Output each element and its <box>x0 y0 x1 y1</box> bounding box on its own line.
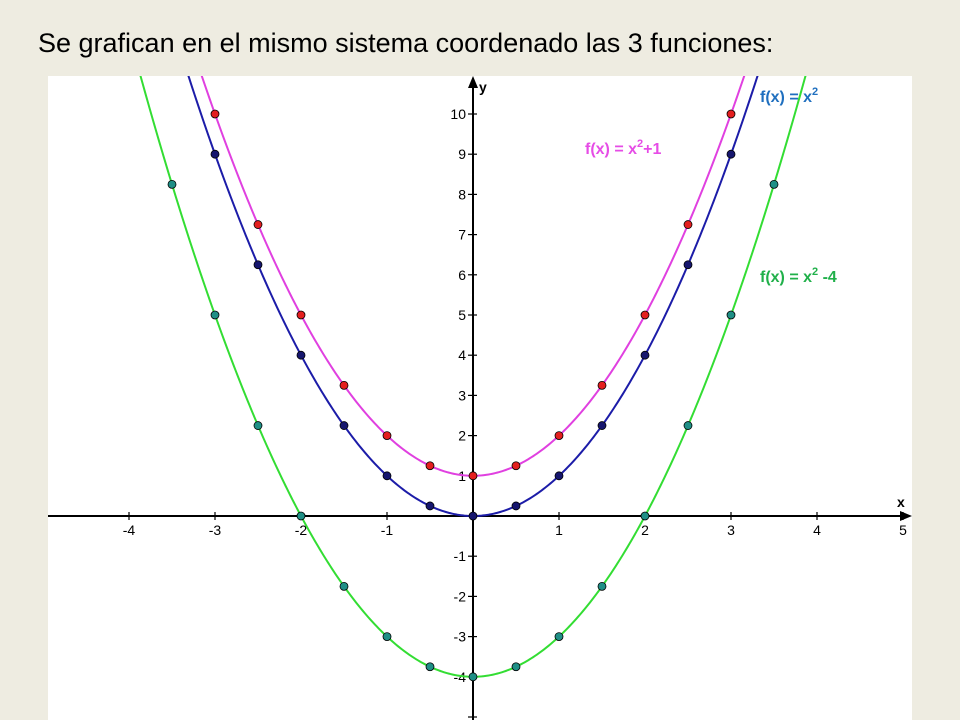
y-tick-label: 8 <box>458 186 466 202</box>
data-point <box>339 581 349 591</box>
data-point <box>468 471 478 481</box>
x-tick-label: 2 <box>641 522 649 538</box>
data-point <box>382 471 392 481</box>
data-point <box>726 310 736 320</box>
y-tick-label: 2 <box>458 428 466 444</box>
y-tick-label: 7 <box>458 227 466 243</box>
x-axis-arrow <box>900 511 912 521</box>
data-point <box>339 421 349 430</box>
data-point <box>554 471 564 481</box>
data-point <box>425 461 435 471</box>
y-tick-label: -3 <box>454 629 467 645</box>
series-line <box>139 76 807 678</box>
data-point <box>511 501 521 511</box>
y-axis-label: y <box>479 79 487 95</box>
data-point <box>683 220 693 229</box>
data-point <box>640 310 650 320</box>
y-tick-label: -1 <box>454 548 467 564</box>
data-point <box>339 380 349 390</box>
data-point <box>253 421 263 430</box>
data-point <box>769 179 779 189</box>
data-point <box>554 431 564 441</box>
data-point <box>296 511 306 521</box>
data-point <box>683 421 693 430</box>
data-point <box>425 662 435 672</box>
data-point <box>597 581 607 591</box>
data-point <box>253 220 263 229</box>
x-tick-label: -4 <box>123 522 136 538</box>
data-point <box>468 672 478 682</box>
x-axis-label: x <box>897 494 905 510</box>
plot-area: x y -4 -3 -2 -1 1 2 3 4 5 -4 -3 -2 -1 1 2 3 4 5 6 7 8 9 10 f(x) =… <box>48 76 912 720</box>
data-point <box>296 350 306 360</box>
x-tick-label: 5 <box>899 522 907 538</box>
data-point <box>210 149 220 159</box>
data-point <box>210 109 220 119</box>
data-point <box>382 632 392 641</box>
data-point <box>253 260 263 270</box>
y-tick-label: 9 <box>458 146 466 162</box>
data-point <box>597 421 607 430</box>
y-tick-label: 4 <box>458 347 466 363</box>
data-point <box>210 310 220 320</box>
data-point <box>726 149 736 159</box>
x-tick-label: 4 <box>813 522 821 538</box>
data-point <box>640 350 650 360</box>
data-point <box>726 109 736 119</box>
data-point <box>554 632 564 641</box>
slide-title: Se grafican en el mismo sistema coordena… <box>38 28 774 58</box>
y-tick-label: 5 <box>458 307 466 323</box>
data-point <box>597 380 607 390</box>
series-label: f(x) = x2 -4 <box>760 266 837 286</box>
series-label: f(x) = x2 <box>760 86 818 106</box>
x-tick-label: 1 <box>555 522 563 538</box>
data-point <box>468 511 478 521</box>
data-point <box>683 260 693 270</box>
y-axis-arrow <box>468 76 478 88</box>
x-tick-label: 3 <box>727 522 735 538</box>
data-point <box>425 501 435 511</box>
y-tick-label: -2 <box>454 588 467 604</box>
data-point <box>167 179 177 189</box>
data-point <box>382 431 392 441</box>
series-label: f(x) = x2+1 <box>585 138 661 158</box>
y-tick-label: 10 <box>450 106 466 122</box>
series-line <box>187 76 759 518</box>
data-point <box>511 662 521 672</box>
y-tick-label: 6 <box>458 267 466 283</box>
x-tick-label: -2 <box>295 522 308 538</box>
data-point <box>640 511 650 521</box>
x-tick-label: -1 <box>381 522 394 538</box>
data-point <box>296 310 306 320</box>
y-tick-label: 3 <box>458 387 466 403</box>
x-tick-label: -3 <box>209 522 222 538</box>
data-point <box>511 461 521 471</box>
